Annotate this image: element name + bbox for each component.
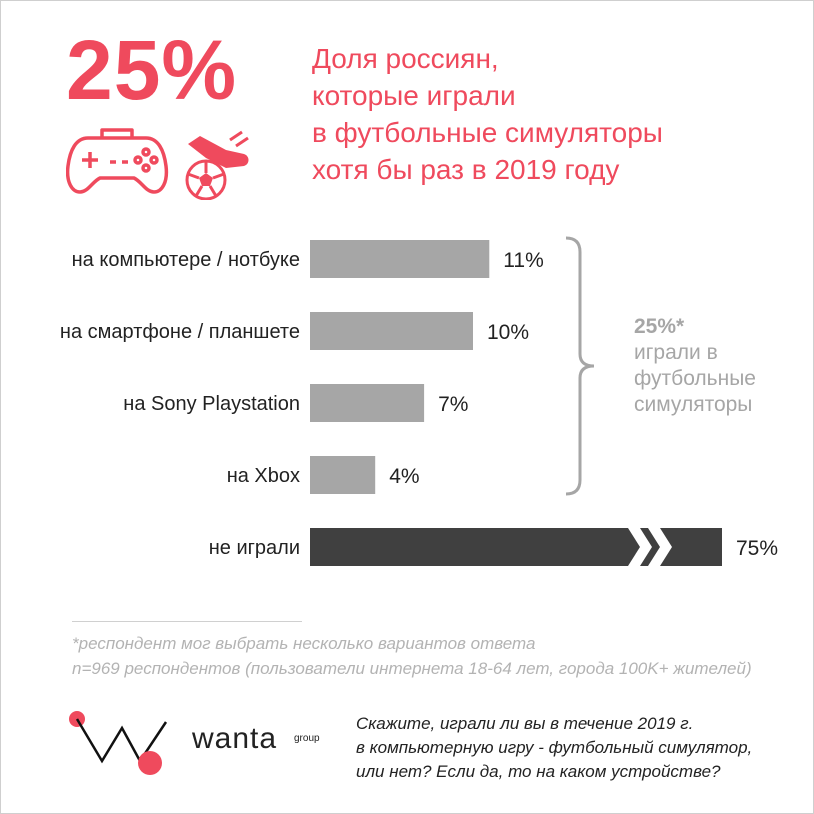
- title-line: хотя бы раз в 2019 году: [312, 154, 620, 185]
- gamepad-icon: [66, 128, 169, 194]
- football-boot-icon: [188, 130, 249, 168]
- question-line: в компьютерную игру - футбольный симулят…: [356, 738, 753, 757]
- value-label: 75%: [736, 537, 778, 560]
- title-line: Доля россиян,: [312, 43, 499, 74]
- footnote: *респондент мог выбрать несколько вариан…: [72, 631, 752, 681]
- value-label: 10%: [487, 321, 529, 344]
- title-line: которые играли: [312, 80, 516, 111]
- axis-break-mark: [648, 528, 672, 566]
- page-title: Доля россиян, которые играли в футбольны…: [312, 40, 772, 188]
- bracket-note: 25%* играли в футбольные симуляторы: [634, 314, 756, 418]
- headline-percent: 25%: [66, 23, 238, 117]
- bracket-note-line: играли в: [634, 341, 718, 364]
- bar: [310, 312, 473, 350]
- bar: [310, 240, 490, 278]
- icons-group: [66, 128, 249, 200]
- title-line: в футбольные симуляторы: [312, 117, 663, 148]
- axis-break-mark: [628, 528, 652, 566]
- value-label: 7%: [438, 393, 468, 416]
- footnote-line: n=969 респондентов (пользователи интерне…: [72, 659, 752, 678]
- bracket: [565, 236, 595, 496]
- value-label: 4%: [389, 465, 419, 488]
- footnote-line: *респондент мог выбрать несколько вариан…: [72, 634, 536, 653]
- bracket-note-line: футбольные: [634, 367, 756, 390]
- soccer-ball-icon: [185, 159, 227, 200]
- brand-name: wanta: [192, 722, 278, 755]
- bar: [310, 384, 425, 422]
- bracket-note-value: 25%*: [634, 315, 685, 338]
- category-label: на Sony Playstation: [123, 393, 300, 415]
- category-label: на Xbox: [227, 465, 300, 487]
- bar: [310, 456, 376, 494]
- question-line: или нет? Если да, то на каком устройстве…: [356, 762, 721, 781]
- category-label: не играли: [209, 537, 300, 559]
- survey-question: Скажите, играли ли вы в течение 2019 г. …: [356, 712, 796, 784]
- wanta-logo-icon: [69, 711, 168, 775]
- brand-suffix: group: [294, 733, 320, 744]
- bracket-note-line: симуляторы: [634, 393, 753, 416]
- category-label: на компьютере / нотбуке: [72, 249, 300, 271]
- question-line: Скажите, играли ли вы в течение 2019 г.: [356, 714, 694, 733]
- value-label: 11%: [503, 249, 543, 272]
- bar-chart: на компьютере / нотбуке 11% на смартфоне /…: [60, 236, 778, 566]
- category-label: на смартфоне / планшете: [60, 321, 300, 343]
- divider: [72, 621, 302, 622]
